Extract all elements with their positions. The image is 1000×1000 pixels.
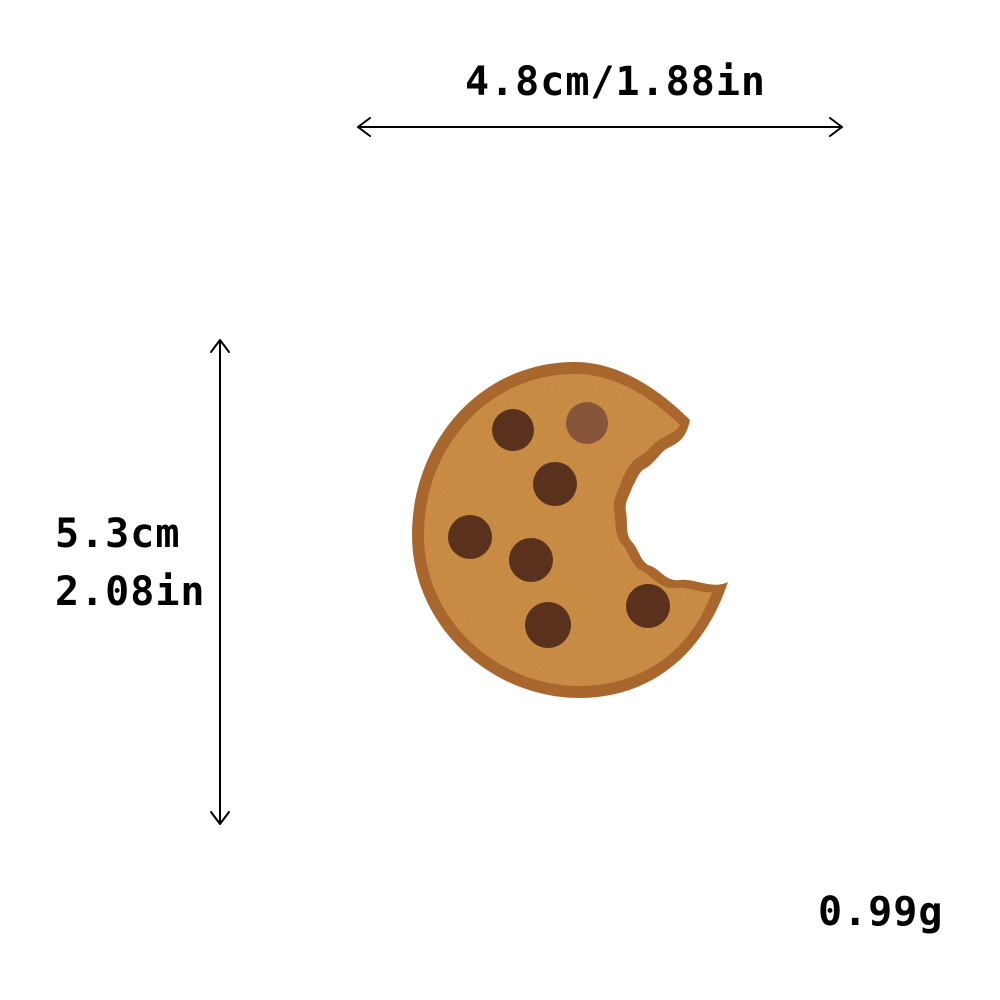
chip [509, 538, 553, 582]
height-inch-label: 2.08in [55, 569, 206, 615]
chocolate-chips [448, 402, 670, 648]
cookie-patch-icon [412, 362, 728, 698]
width-measurement-label: 4.8cm/1.88in [465, 59, 766, 105]
height-cm-label: 5.3cm [55, 511, 181, 557]
chip [448, 515, 492, 559]
chip [533, 462, 577, 506]
weight-label: 0.99g [818, 889, 944, 935]
height-double-arrow-icon [210, 339, 230, 825]
chip [492, 409, 534, 451]
chip [626, 584, 670, 628]
chip [566, 402, 608, 444]
chip [525, 602, 571, 648]
width-double-arrow-icon [357, 117, 843, 137]
